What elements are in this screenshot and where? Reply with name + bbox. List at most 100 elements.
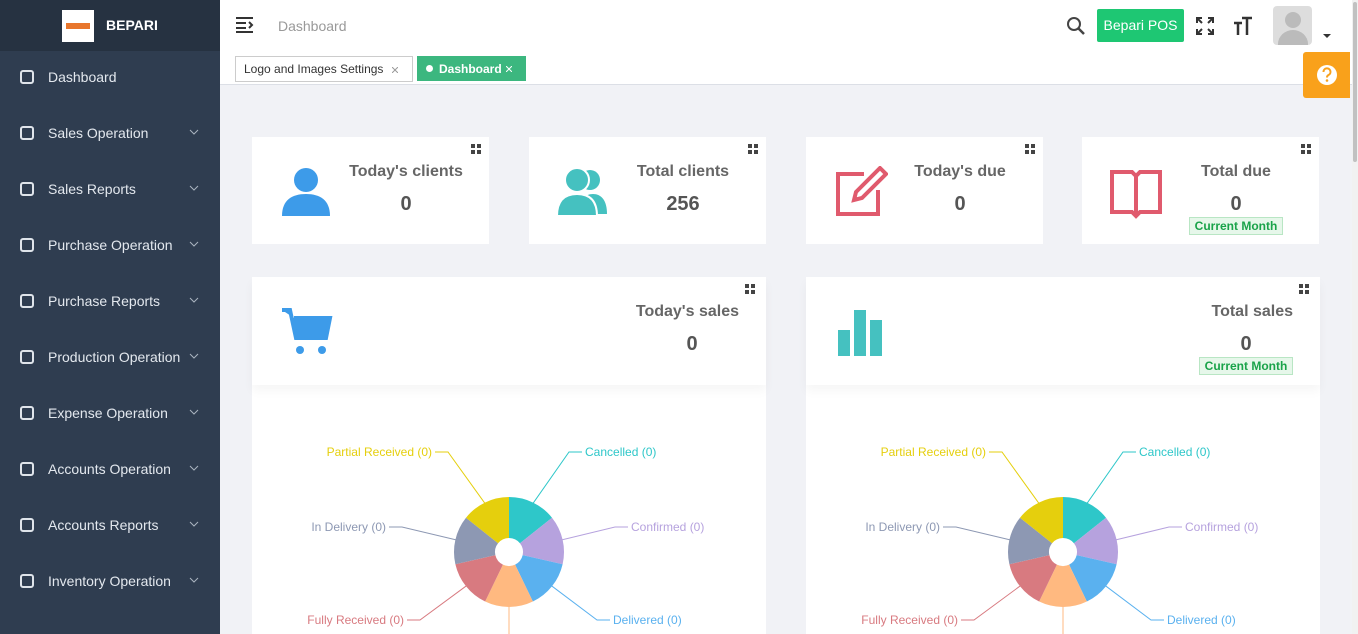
pie-slice[interactable]	[515, 555, 563, 602]
tab[interactable]: Logo and Images Settings	[235, 56, 413, 82]
chevron-shape	[189, 577, 199, 583]
pie-chart: Cancelled (0) Confirmed (0) Delivered (0) F…	[307, 445, 704, 634]
menu-item[interactable]: Sales Operation	[0, 105, 220, 161]
menu-item[interactable]: Purchase Operation	[0, 217, 220, 273]
stat-card: Total due 0 Current Month	[1082, 137, 1319, 244]
pie-slice[interactable]	[465, 497, 509, 544]
dot	[477, 144, 481, 148]
menu-icon	[20, 406, 34, 420]
card-icon	[836, 166, 888, 216]
dot	[477, 150, 481, 154]
pie-slice[interactable]	[1009, 555, 1057, 602]
menu-toggle[interactable]	[236, 17, 254, 33]
menu-item[interactable]: Inventory Operation	[0, 553, 220, 609]
sales-card: Total sales 0 Current Month	[806, 277, 1320, 385]
card-icon	[1110, 170, 1162, 219]
avatar[interactable]	[1273, 6, 1312, 45]
card-menu[interactable]	[745, 284, 755, 294]
dot	[751, 290, 755, 294]
menu-icon	[20, 126, 34, 140]
dot	[1025, 150, 1029, 154]
pie-label: Fully Received (0)	[307, 613, 404, 627]
pie-label: Fully Received (0)	[861, 613, 958, 627]
card-menu[interactable]	[1301, 144, 1311, 154]
card-menu[interactable]	[1299, 284, 1309, 294]
dot	[1031, 150, 1035, 154]
card-menu[interactable]	[471, 144, 481, 154]
menu-item[interactable]: Accounts Reports	[0, 497, 220, 553]
card-value: 256	[666, 193, 700, 215]
tab-active[interactable]: Dashboard	[417, 56, 526, 81]
pie-label: Confirmed (0)	[1185, 520, 1258, 534]
dot	[748, 144, 752, 148]
dot	[745, 290, 749, 294]
pie-slice[interactable]	[1039, 564, 1087, 607]
pie-slice[interactable]	[455, 555, 503, 602]
chevron	[189, 297, 199, 303]
pie-label: Partial Received (0)	[327, 445, 432, 459]
dot	[1299, 284, 1303, 288]
pie-slice[interactable]	[1063, 497, 1107, 544]
menu-item[interactable]: Sales Reports	[0, 161, 220, 217]
dot	[748, 150, 752, 154]
menu-label: Purchase Reports	[48, 293, 161, 309]
dot	[1301, 144, 1305, 148]
icon-shape	[20, 406, 34, 420]
search-icon[interactable]	[1066, 16, 1086, 36]
card-menu[interactable]	[748, 144, 758, 154]
help-button[interactable]	[1303, 52, 1350, 98]
pos-button[interactable]: Bepari POS	[1097, 9, 1184, 42]
pie-slice[interactable]	[1019, 497, 1063, 544]
scroll-thumb[interactable]	[1353, 2, 1357, 162]
font-size-icon[interactable]	[1233, 16, 1253, 36]
card-icon	[557, 167, 607, 217]
pie-slice[interactable]	[519, 517, 564, 565]
pie-slice[interactable]	[509, 497, 553, 544]
brand: BEPARI	[106, 17, 158, 33]
dot	[1301, 150, 1305, 154]
tab-close[interactable]	[392, 67, 398, 73]
icon-shape	[20, 574, 34, 588]
stat-card: Today's due 0	[806, 137, 1043, 244]
pie-slice[interactable]	[1073, 517, 1118, 565]
pie-slice[interactable]	[1069, 555, 1117, 602]
badge: Current Month	[1188, 217, 1284, 235]
menu-item[interactable]: Production Operation	[0, 329, 220, 385]
stat-card: Total clients 256	[529, 137, 766, 244]
menu-icon	[20, 574, 34, 588]
leader-line	[558, 526, 628, 542]
avatar-figure	[1278, 12, 1308, 45]
menu-item[interactable]: Purchase Reports	[0, 273, 220, 329]
menu-item[interactable]: Dashboard	[0, 49, 220, 105]
dot	[1025, 144, 1029, 148]
icon-shape	[20, 350, 34, 364]
menu-label: Inventory Operation	[48, 573, 171, 589]
chevron-shape	[189, 465, 199, 471]
icon-shape	[20, 70, 34, 84]
chevron	[189, 353, 199, 359]
card-value: 0	[400, 193, 412, 215]
card-title: Today's clients	[349, 163, 463, 180]
icon-shape	[20, 462, 34, 476]
menu-item[interactable]: Expense Operation	[0, 385, 220, 441]
menu-item[interactable]: Accounts Operation	[0, 441, 220, 497]
pie-slice[interactable]	[454, 517, 499, 565]
menu-label: Accounts Reports	[48, 517, 159, 533]
tab-close[interactable]	[506, 66, 512, 72]
icon-shape	[20, 294, 34, 308]
card-menu[interactable]	[1025, 144, 1035, 154]
pie-label: Delivered (0)	[1167, 613, 1236, 627]
badge-wrap: Current Month	[1156, 217, 1316, 235]
menu-label: Expense Operation	[48, 405, 168, 421]
logo-mark	[66, 23, 90, 29]
chevron-shape	[189, 185, 199, 191]
card-value: 0	[686, 333, 698, 355]
dot	[751, 284, 755, 288]
pie-slice[interactable]	[485, 564, 533, 607]
fullscreen-icon[interactable]	[1196, 17, 1214, 35]
dot	[1305, 284, 1309, 288]
caret[interactable]	[1322, 33, 1332, 39]
pie-slice[interactable]	[1008, 517, 1053, 565]
pie-label: Cancelled (0)	[585, 445, 656, 459]
menu-label: Sales Reports	[48, 181, 136, 197]
